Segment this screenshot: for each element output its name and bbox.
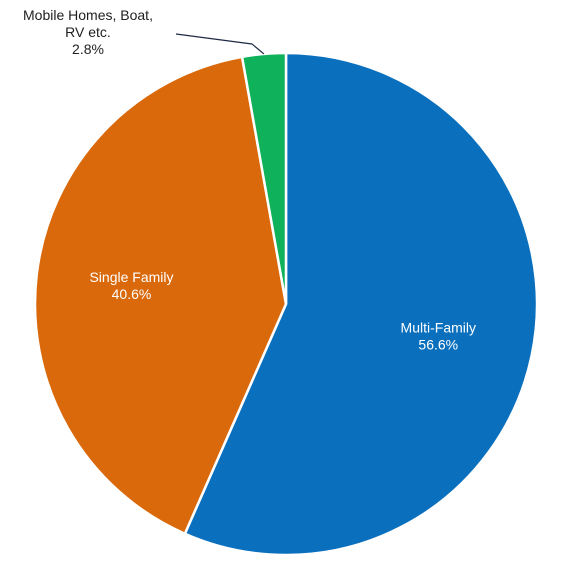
leader-line-mobile-homes-boat-rv-etc (175, 33, 265, 55)
slice-label-mobile-homes-boat-rv-etc: Mobile Homes, Boat, RV etc. 2.8% (23, 7, 153, 57)
slice-label-single-family: Single Family 40.6% (89, 269, 173, 302)
pie-labels: Multi-Family 56.6% Single Family 40.6% Mobil… (23, 7, 476, 353)
pie-slice-multi-family (183, 51, 539, 557)
slice-label-multi-family: Multi-Family 56.6% (401, 320, 476, 353)
pie-slice-single-family (33, 55, 288, 536)
pie-slices (33, 51, 539, 557)
